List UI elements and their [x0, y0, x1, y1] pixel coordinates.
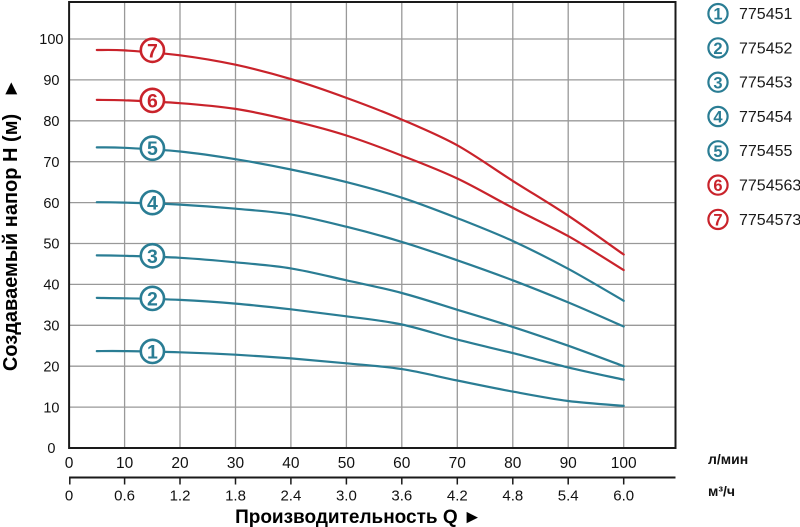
svg-text:70: 70: [43, 155, 59, 171]
svg-text:1.8: 1.8: [225, 488, 246, 505]
svg-text:3: 3: [147, 246, 158, 268]
svg-text:100: 100: [39, 32, 63, 48]
svg-text:1: 1: [713, 6, 722, 24]
svg-text:0: 0: [47, 441, 55, 457]
svg-text:775453: 775453: [739, 75, 792, 92]
svg-text:3.6: 3.6: [391, 488, 412, 505]
svg-text:775454: 775454: [739, 109, 792, 126]
svg-text:3: 3: [713, 74, 722, 92]
svg-text:7754563: 7754563: [739, 178, 800, 195]
svg-text:2.4: 2.4: [280, 488, 301, 505]
svg-text:7: 7: [147, 40, 158, 62]
svg-text:60: 60: [43, 196, 59, 212]
svg-text:3.0: 3.0: [336, 488, 357, 505]
svg-text:5: 5: [713, 143, 722, 161]
svg-text:1: 1: [147, 341, 158, 363]
svg-text:Производительность Q ►: Производительность Q ►: [235, 507, 482, 527]
svg-text:50: 50: [43, 237, 59, 253]
svg-text:775455: 775455: [739, 143, 792, 160]
svg-text:50: 50: [338, 455, 356, 472]
svg-text:0: 0: [65, 455, 74, 472]
svg-text:40: 40: [282, 455, 300, 472]
svg-text:1.2: 1.2: [170, 488, 191, 505]
svg-text:0.6: 0.6: [114, 488, 135, 505]
svg-text:0: 0: [65, 488, 73, 505]
svg-text:7: 7: [713, 212, 722, 230]
svg-text:80: 80: [504, 455, 522, 472]
svg-text:60: 60: [393, 455, 411, 472]
svg-text:м³/ч: м³/ч: [708, 483, 735, 499]
svg-text:6.0: 6.0: [613, 488, 634, 505]
svg-text:90: 90: [43, 73, 59, 89]
svg-text:40: 40: [43, 278, 59, 294]
svg-text:6: 6: [147, 90, 158, 112]
svg-text:20: 20: [43, 359, 59, 375]
svg-text:10: 10: [43, 400, 59, 416]
svg-text:6: 6: [713, 177, 722, 195]
svg-text:775452: 775452: [739, 40, 792, 57]
svg-text:5.4: 5.4: [558, 488, 579, 505]
svg-text:30: 30: [43, 319, 59, 335]
svg-text:2: 2: [147, 288, 158, 310]
svg-text:л/мин: л/мин: [708, 451, 748, 467]
svg-text:4.8: 4.8: [502, 488, 523, 505]
svg-text:4.2: 4.2: [447, 488, 468, 505]
svg-text:4: 4: [147, 193, 158, 215]
svg-text:30: 30: [227, 455, 245, 472]
svg-text:5: 5: [147, 138, 158, 160]
svg-text:80: 80: [43, 114, 59, 130]
svg-text:775451: 775451: [739, 6, 792, 23]
svg-text:10: 10: [116, 455, 134, 472]
svg-text:100: 100: [611, 455, 637, 472]
svg-text:4: 4: [713, 109, 723, 127]
svg-text:70: 70: [449, 455, 467, 472]
svg-text:20: 20: [171, 455, 189, 472]
svg-text:7754573: 7754573: [739, 212, 800, 229]
svg-text:Создаваемый напор Н (м) ►: Создаваемый напор Н (м) ►: [0, 78, 22, 371]
svg-text:90: 90: [560, 455, 578, 472]
svg-text:2: 2: [713, 40, 722, 58]
